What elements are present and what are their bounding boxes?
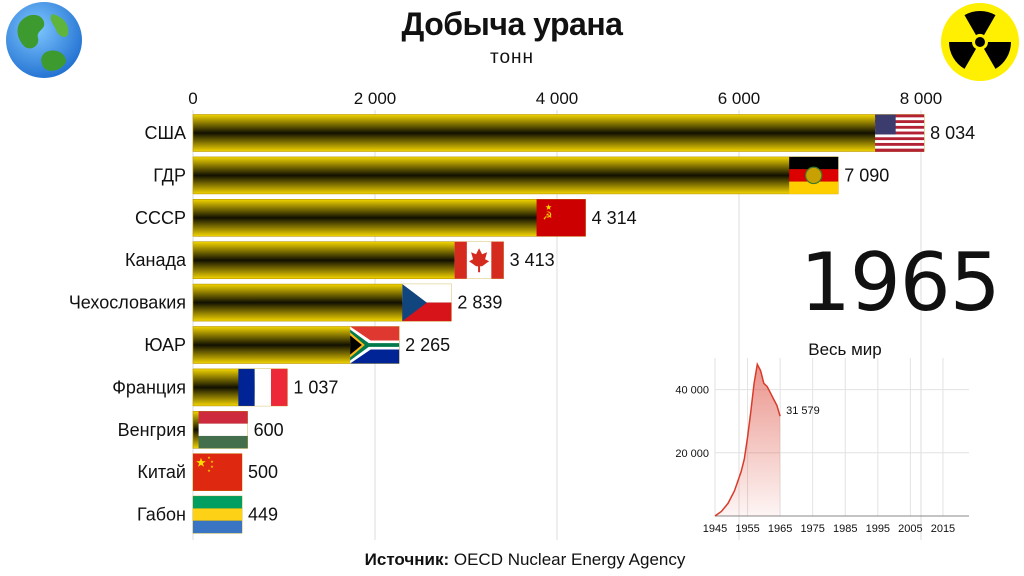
inset-x-tick-label: 2015	[931, 523, 955, 535]
x-tick-label: 0	[188, 89, 197, 108]
flag-france	[238, 368, 288, 406]
inset-y-tick-label: 20 000	[675, 448, 709, 460]
value-label: 3 413	[510, 250, 555, 270]
category-label: Габон	[137, 505, 186, 525]
svg-text:☭: ☭	[543, 209, 553, 222]
flag-china	[193, 453, 242, 491]
year-label: 1965	[800, 236, 1001, 329]
bar-row: Габон 449	[137, 495, 278, 534]
category-label: Франция	[112, 377, 186, 397]
flag-gdr	[789, 156, 839, 194]
x-tick-label: 8 000	[900, 89, 943, 108]
inset-x-tick-label: 1945	[703, 523, 727, 535]
inset-x-tick-label: 2005	[898, 523, 922, 535]
inset-value-label: 31 579	[786, 405, 820, 417]
inset-x-tick-label: 1965	[768, 523, 792, 535]
value-label: 7 090	[844, 165, 889, 185]
category-label: Чехословакия	[69, 293, 186, 313]
flag-south-africa	[350, 326, 400, 364]
flag-ussr: ☭	[536, 199, 586, 237]
bar	[192, 199, 586, 237]
source-label: Источник:	[364, 550, 450, 569]
logos	[6, 2, 1019, 81]
bar-row: Франция 1 037	[112, 368, 338, 407]
source-note: Источник: OECD Nuclear Energy Agency	[0, 550, 1024, 570]
value-label: 4 314	[592, 208, 637, 228]
source-text: OECD Nuclear Energy Agency	[449, 550, 686, 569]
inset-x-tick-label: 1955	[735, 523, 759, 535]
flag-usa	[875, 114, 925, 152]
category-label: США	[144, 123, 186, 143]
chart-title: Добыча урана	[401, 6, 623, 42]
value-label: 2 839	[457, 293, 502, 313]
value-label: 449	[248, 505, 278, 525]
inset-y-tick-label: 40 000	[675, 385, 709, 397]
value-label: 8 034	[930, 123, 975, 143]
earth-globe-icon	[6, 2, 82, 78]
category-label: Венгрия	[118, 420, 186, 440]
bar	[192, 114, 925, 152]
flag-hungary	[198, 411, 248, 449]
world-inset-chart: 1945 1955 1965 1975 1985 1995 2005 2015 20 000 40…	[675, 358, 969, 535]
bar-row: ☭ СССР 4 314	[135, 199, 637, 237]
bar-row: ЮАР 2 265	[144, 326, 450, 364]
chart-subtitle: тонн	[489, 47, 535, 68]
bar-row: Венгрия 600	[118, 410, 284, 449]
category-label: СССР	[135, 208, 186, 228]
category-label: Канада	[125, 250, 187, 270]
value-label: 1 037	[293, 377, 338, 397]
flag-canada	[454, 241, 504, 279]
radiation-icon	[941, 3, 1019, 81]
value-label: 500	[248, 462, 278, 482]
inset-line	[714, 361, 781, 517]
x-tick-label: 6 000	[718, 89, 761, 108]
inset-x-tick-label: 1995	[866, 523, 890, 535]
category-label: ГДР	[153, 165, 186, 185]
category-label: Китай	[137, 462, 186, 482]
inset-x-tick-label: 1975	[800, 523, 824, 535]
bar-row: Канада 3 413	[125, 241, 555, 279]
flag-czechoslovakia	[402, 284, 452, 322]
bar	[192, 156, 839, 195]
flag-gabon	[193, 496, 242, 534]
bars-layer: США 8 034 ГДР 7 090 ☭ СССР 4 314 Канада 3 413 Чех…	[69, 114, 975, 534]
bar	[192, 241, 504, 279]
bar-row: Китай 500	[137, 453, 278, 492]
value-label: 2 265	[405, 335, 450, 355]
inset-title: Весь мир	[808, 340, 882, 359]
bar-row: ГДР 7 090	[153, 156, 889, 195]
bar-row: США 8 034	[144, 114, 975, 152]
value-label: 600	[254, 420, 284, 440]
x-tick-label: 2 000	[354, 89, 397, 108]
inset-x-tick-label: 1985	[833, 523, 857, 535]
bar-row: Чехословакия 2 839	[69, 283, 502, 322]
category-label: ЮАР	[144, 335, 186, 355]
x-tick-label: 4 000	[536, 89, 579, 108]
